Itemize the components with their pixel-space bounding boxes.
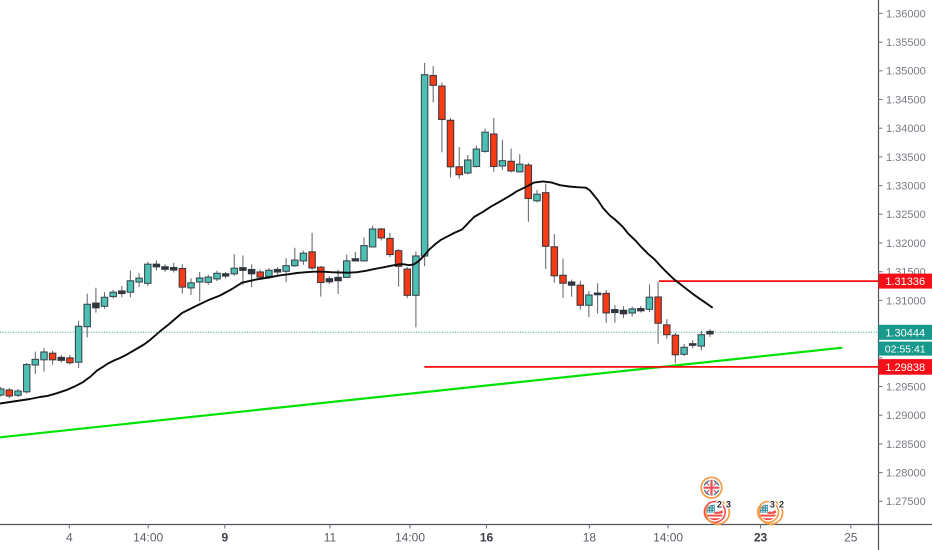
svg-text:2: 2 [717, 500, 722, 510]
svg-text:1.34000: 1.34000 [886, 123, 926, 135]
svg-text:1.33500: 1.33500 [886, 152, 926, 164]
svg-text:14:00: 14:00 [653, 531, 683, 545]
svg-text:23: 23 [754, 531, 768, 545]
svg-text:1.35000: 1.35000 [886, 66, 926, 78]
svg-text:11: 11 [324, 531, 337, 545]
svg-text:1.29500: 1.29500 [886, 381, 926, 393]
svg-text:1.32000: 1.32000 [886, 238, 926, 250]
svg-text:14:00: 14:00 [133, 531, 163, 545]
svg-text:1.28000: 1.28000 [886, 468, 926, 480]
svg-text:1.33000: 1.33000 [886, 181, 926, 193]
svg-text:3: 3 [726, 500, 731, 510]
svg-text:2: 2 [779, 500, 784, 510]
svg-text:1.36000: 1.36000 [886, 8, 926, 20]
svg-text:18: 18 [583, 531, 597, 545]
svg-text:1.29000: 1.29000 [886, 410, 926, 422]
svg-text:1.32500: 1.32500 [886, 209, 926, 221]
svg-text:1.34500: 1.34500 [886, 94, 926, 106]
svg-text:1.35500: 1.35500 [886, 37, 926, 49]
svg-text:1.31000: 1.31000 [886, 295, 926, 307]
svg-text:02:55:41: 02:55:41 [885, 343, 926, 355]
svg-text:1.31336: 1.31336 [885, 276, 925, 288]
svg-text:16: 16 [480, 531, 494, 545]
svg-text:3: 3 [770, 500, 775, 510]
svg-text:1.29838: 1.29838 [885, 362, 925, 374]
svg-text:14:00: 14:00 [395, 531, 425, 545]
svg-text:1.28500: 1.28500 [886, 439, 926, 451]
svg-text:25: 25 [844, 531, 858, 545]
svg-text:1.30444: 1.30444 [885, 327, 925, 339]
svg-text:1.27500: 1.27500 [886, 496, 926, 508]
svg-text:4: 4 [66, 531, 73, 545]
svg-text:9: 9 [221, 531, 228, 545]
